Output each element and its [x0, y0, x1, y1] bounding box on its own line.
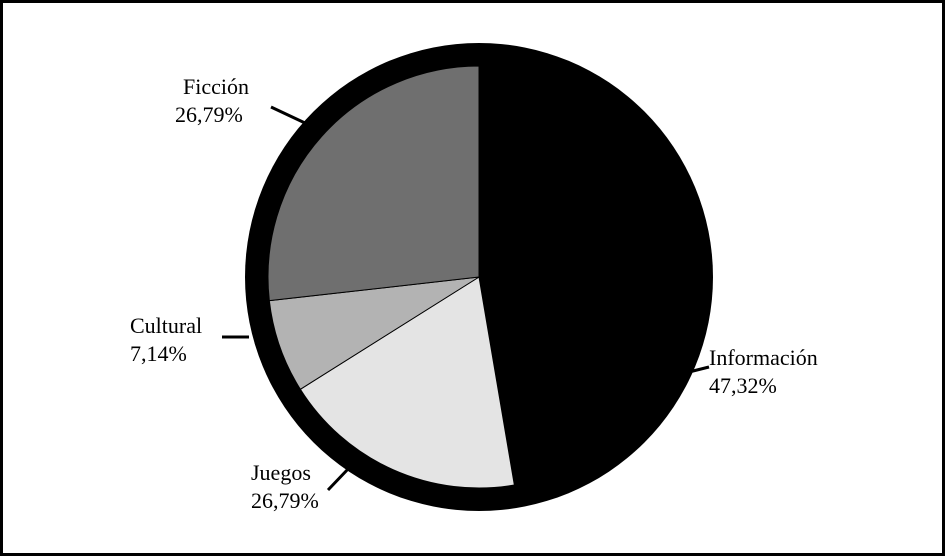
pie-slice-3	[267, 65, 480, 302]
pie-slices	[267, 65, 691, 489]
slice-percent-3: 26,79%	[175, 102, 243, 127]
slice-labels: Información 47,32% Juegos 26,79% Cultural 7,1…	[130, 74, 818, 513]
slice-label-3: Ficción	[183, 74, 249, 99]
pie-chart: Información 47,32% Juegos 26,79% Cultural 7,1…	[130, 43, 818, 513]
slice-label-2: Cultural	[130, 313, 202, 338]
pie-slice-1	[299, 276, 515, 489]
slice-label-1: Juegos	[251, 460, 311, 485]
pie-slice-0	[478, 65, 691, 486]
leader-line-1	[326, 466, 351, 492]
slice-percent-1: 26,79%	[251, 488, 319, 513]
leader-line-0	[684, 365, 710, 375]
slice-percent-2: 7,14%	[130, 341, 187, 366]
slice-label-0: Información	[709, 345, 818, 370]
slice-percent-0: 47,32%	[709, 373, 777, 398]
leader-line-3	[270, 105, 306, 125]
leader-lines	[222, 105, 710, 492]
